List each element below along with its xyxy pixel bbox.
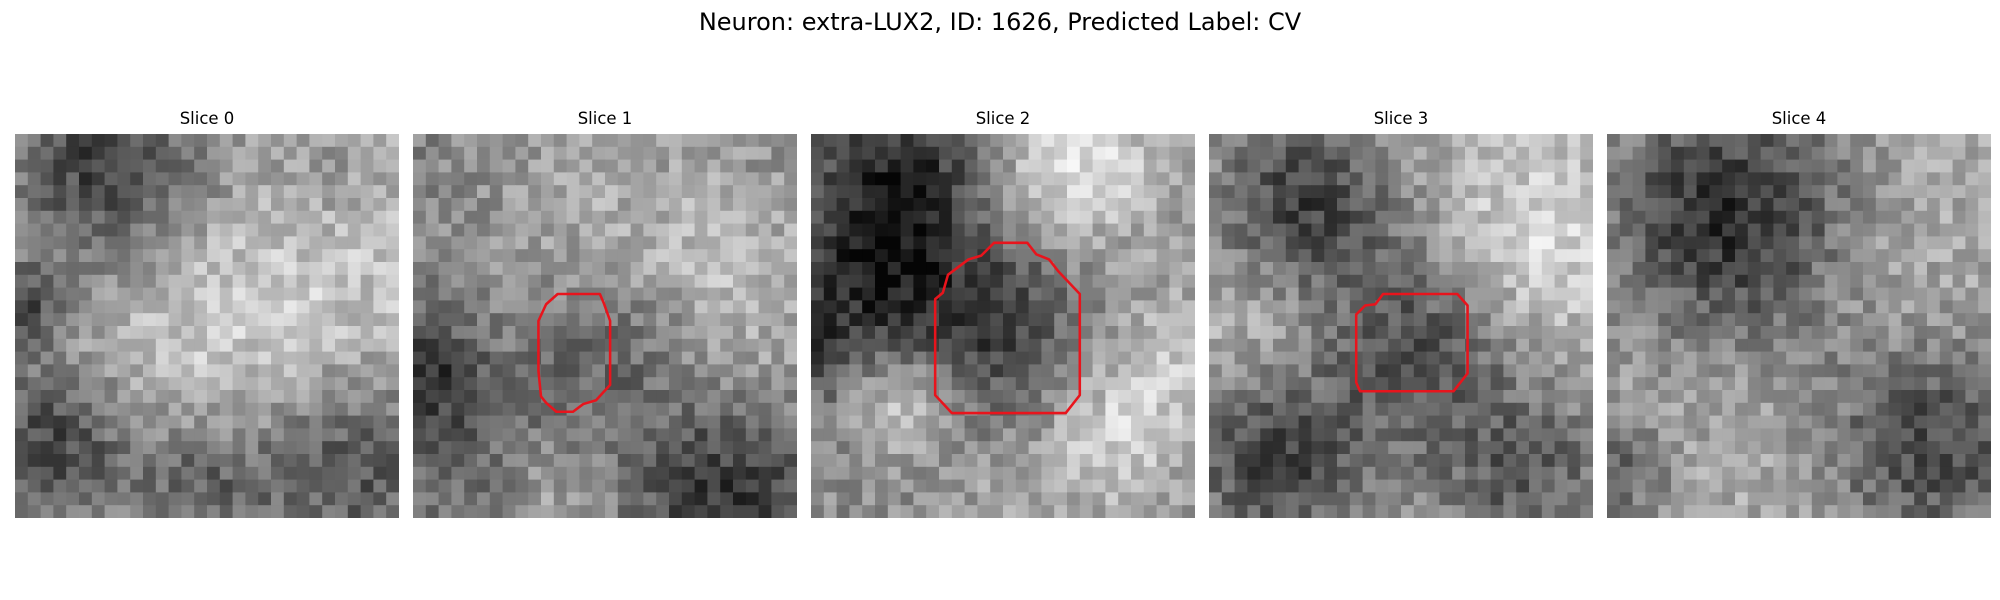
slice-title-3: Slice 3: [1373, 109, 1429, 128]
slice-image-1: [413, 134, 797, 518]
slice-title-4: Slice 4: [1771, 109, 1827, 128]
slice-image-0: [15, 134, 399, 518]
slice-panel-1: Slice 1: [413, 108, 797, 518]
slice-image-2: [811, 134, 1195, 518]
roi-contour-1: [537, 292, 612, 414]
slice-image-4: [1607, 134, 1991, 518]
slice-panel-3: Slice 3: [1209, 108, 1593, 518]
slice-panel-2: Slice 2: [811, 108, 1195, 518]
roi-contour-3: [1354, 292, 1469, 393]
figure-title: Neuron: extra-LUX2, ID: 1626, Predicted …: [698, 8, 1302, 36]
slice-title-1: Slice 1: [577, 109, 633, 128]
slice-title-2: Slice 2: [975, 109, 1031, 128]
slice-title-0: Slice 0: [179, 109, 235, 128]
slice-image-3: [1209, 134, 1593, 518]
slice-panel-0: Slice 0: [15, 108, 399, 518]
slice-panel-4: Slice 4: [1607, 108, 1991, 518]
roi-contour-2: [933, 241, 1082, 415]
